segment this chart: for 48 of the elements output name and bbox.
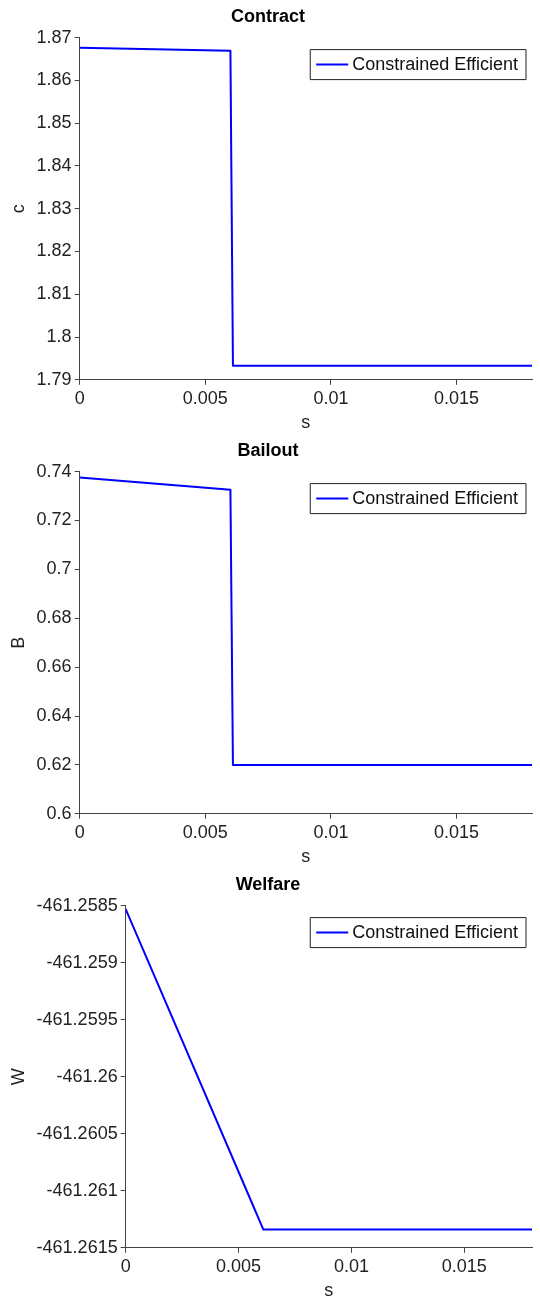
y-tick-label: -461.2585 (36, 894, 118, 915)
x-tick-label: 0.005 (182, 387, 228, 408)
y-tick-label: -461.261 (46, 1179, 118, 1200)
y-tick-label: 1.83 (36, 197, 72, 218)
legend-label: Constrained Efficient (352, 487, 518, 508)
legend-label: Constrained Efficient (352, 53, 518, 74)
y-tick-label: -461.2595 (36, 1008, 118, 1029)
x-tick-label: 0.015 (434, 387, 480, 408)
y-tick-label: 1.79 (36, 368, 72, 389)
y-axis-title: W (7, 1068, 28, 1086)
y-tick-label: 1.84 (36, 154, 72, 175)
x-axis-title: s (301, 846, 311, 867)
y-tick-label: 0.74 (36, 460, 72, 481)
y-tick-label: -461.2605 (36, 1122, 118, 1143)
x-tick-label: 0.01 (313, 821, 349, 842)
y-tick-label: 1.87 (36, 26, 72, 47)
x-tick-label: 0.015 (434, 821, 480, 842)
y-tick-label: 0.64 (36, 705, 72, 725)
y-tick-label: 0.72 (36, 509, 72, 530)
x-axis-title: s (324, 1280, 334, 1301)
x-tick-label: 0.01 (333, 1255, 369, 1276)
x-tick-label: 0.01 (313, 387, 349, 408)
y-tick-label: -461.259 (46, 951, 118, 972)
y-tick-label: 0.66 (36, 656, 72, 677)
y-tick-label: -461.2615 (36, 1236, 118, 1257)
y-tick-label: 1.85 (36, 112, 72, 133)
chart-title: Welfare (235, 873, 301, 894)
y-axis-title: c (7, 204, 28, 214)
x-tick-label: 0 (74, 387, 85, 408)
x-tick-label: 0.015 (441, 1255, 487, 1276)
y-tick-label: 1.82 (36, 240, 72, 261)
x-axis-title: s (301, 412, 311, 433)
y-tick-label: -461.26 (56, 1065, 118, 1086)
y-tick-label: 0.68 (36, 607, 72, 628)
y-tick-label: 0.62 (36, 753, 72, 774)
chart-title: Contract (230, 5, 306, 26)
x-tick-label: 0 (74, 821, 85, 842)
x-tick-label: 0.005 (216, 1255, 262, 1276)
x-tick-label: 0.005 (182, 821, 228, 842)
y-axis-title: B (7, 636, 28, 649)
y-tick-label: 0.6 (46, 802, 72, 823)
y-tick-label: 1.81 (36, 283, 72, 304)
legend-label: Constrained Efficient (352, 921, 518, 942)
y-tick-label: 1.8 (46, 325, 72, 346)
x-tick-label: 0 (120, 1255, 131, 1276)
chart-title: Bailout (237, 439, 299, 460)
y-tick-label: 1.86 (36, 69, 72, 90)
y-tick-label: 0.7 (46, 558, 72, 579)
